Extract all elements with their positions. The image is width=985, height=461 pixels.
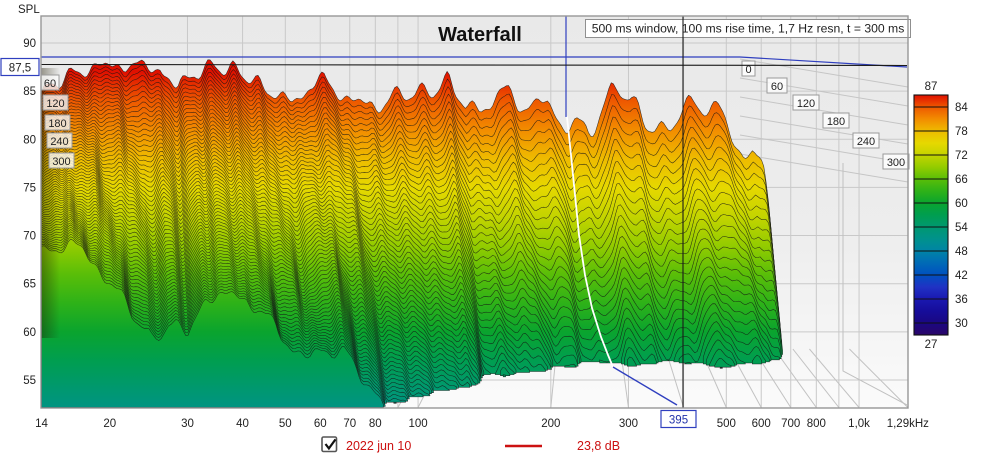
spl-tick-90: 90 — [23, 38, 36, 50]
time-label: 180 — [827, 116, 845, 128]
slice-highlight-trace — [566, 116, 614, 368]
freq-tick-40: 40 — [236, 418, 249, 430]
time-label: 60 — [771, 81, 783, 93]
spl-tick-55: 55 — [23, 375, 36, 387]
time-label: 240 — [50, 136, 68, 148]
wall-diagonal — [739, 58, 909, 88]
colorbar-tick-54: 54 — [955, 222, 968, 234]
freq-tick-200: 200 — [541, 418, 560, 430]
chart-title: Waterfall — [438, 24, 522, 46]
time-label-box — [792, 94, 820, 111]
time-label: 60 — [44, 78, 56, 90]
freq-tick-14: 14 — [35, 418, 48, 430]
colorbar: 87 84 78 72 66 60 54 48 42 36 30 27 — [913, 81, 968, 351]
legend: 2022 jun 10 23,8 dB — [321, 436, 620, 453]
plot-border — [40, 15, 909, 409]
colorbar-tick-60: 60 — [955, 198, 968, 210]
wall-diagonal — [739, 153, 909, 183]
surface-slice — [41, 238, 384, 408]
wall-diagonal — [739, 134, 909, 164]
spl-tick-labels: 90 85 80 75 70 65 60 55 — [23, 38, 36, 387]
legend-readout-value: 23,8 dB — [577, 439, 620, 453]
colorbar-tick-78: 78 — [955, 126, 968, 138]
spl-tick-60: 60 — [23, 327, 36, 339]
window-info-box — [585, 19, 911, 38]
time-label: 300 — [887, 157, 905, 169]
freq-tick-300: 300 — [619, 418, 638, 430]
colorbar-gradient — [913, 94, 949, 336]
freq-tick-20: 20 — [103, 418, 116, 430]
freq-tick-60: 60 — [314, 418, 327, 430]
time-axis-labels-left: 60 120 180 240 300 — [40, 74, 75, 169]
time-label-box — [822, 112, 850, 129]
colorbar-tick-72: 72 — [955, 150, 968, 162]
time-label-box — [766, 77, 788, 94]
wall-diagonal — [739, 96, 909, 126]
time-label: 240 — [857, 136, 875, 148]
waterfall-surface[interactable] — [41, 59, 783, 408]
time-label: 300 — [52, 156, 70, 168]
freq-tick-800: 800 — [807, 418, 826, 430]
freq-tick-500: 500 — [717, 418, 736, 430]
time-label: 120 — [46, 98, 64, 110]
cursor-freq-value: 395 — [669, 415, 688, 427]
time-label: 120 — [797, 98, 815, 110]
freq-tick-700: 700 — [781, 418, 800, 430]
floor-line — [849, 348, 909, 408]
window-info-text: 500 ms window, 100 ms rise time, 1,7 Hz … — [592, 22, 905, 36]
freq-tick-labels: 14 20 30 40 50 60 70 80 100 200 300 500 600 700 800 1,0… — [35, 418, 929, 430]
time-label-box — [852, 132, 880, 149]
freq-tick-50: 50 — [279, 418, 292, 430]
time-label-box — [46, 132, 73, 149]
freq-tick-70: 70 — [343, 418, 356, 430]
legend-checkbox[interactable] — [321, 436, 338, 453]
spl-tick-70: 70 — [23, 231, 36, 243]
spl-tick-75: 75 — [23, 182, 36, 194]
time-label: 180 — [48, 118, 66, 130]
time-axis-labels-right: 0 60 120 180 240 300 — [741, 60, 910, 170]
wall-diagonal — [739, 115, 909, 145]
legend-checkbox-checkmark — [324, 438, 337, 451]
time-label-box — [42, 94, 69, 111]
cursor-spl-value: 87,5 — [9, 63, 31, 75]
time-label: 0 — [745, 64, 751, 76]
colorbar-top-label: 87 — [925, 81, 938, 93]
marker-level-line-black — [40, 63, 908, 67]
freq-tick-1290: 1,29kHz — [887, 418, 929, 430]
time-label-box — [44, 114, 71, 131]
colorbar-tick-labels: 84 78 72 66 60 54 48 42 36 30 — [914, 102, 968, 330]
legend-series-name[interactable]: 2022 jun 10 — [346, 439, 411, 453]
freq-tick-30: 30 — [181, 418, 194, 430]
box-corner-edge — [842, 163, 908, 406]
freq-tick-100: 100 — [408, 418, 427, 430]
spl-tick-85: 85 — [23, 86, 36, 98]
floor-line — [792, 348, 840, 408]
cursor-spl-box: 87,5 — [0, 57, 40, 77]
spl-tick-65: 65 — [23, 279, 36, 291]
colorbar-tick-42: 42 — [955, 270, 968, 282]
colorbar-tick-84: 84 — [955, 102, 968, 114]
right-wall-grid — [739, 58, 909, 406]
colorbar-tick-30: 30 — [955, 318, 968, 330]
colorbar-bottom-label: 27 — [925, 339, 938, 351]
colorbar-tick-48: 48 — [955, 246, 968, 258]
time-label-box — [882, 153, 910, 170]
colorbar-tick-36: 36 — [955, 294, 968, 306]
floor-line — [809, 348, 860, 408]
cursor-level-line-blue — [41, 56, 908, 68]
freq-tick-1000: 1,0k — [848, 418, 870, 430]
time-label-box — [741, 60, 756, 77]
time-label-box — [48, 152, 75, 169]
spl-axis-title: SPL — [18, 4, 40, 16]
cursor-freq-box: 395 — [660, 409, 697, 429]
colorbar-tick-66: 66 — [955, 174, 968, 186]
freq-tick-80: 80 — [369, 418, 382, 430]
cursor-projection-line — [612, 366, 678, 406]
spl-tick-80: 80 — [23, 134, 36, 146]
freq-tick-600: 600 — [752, 418, 771, 430]
